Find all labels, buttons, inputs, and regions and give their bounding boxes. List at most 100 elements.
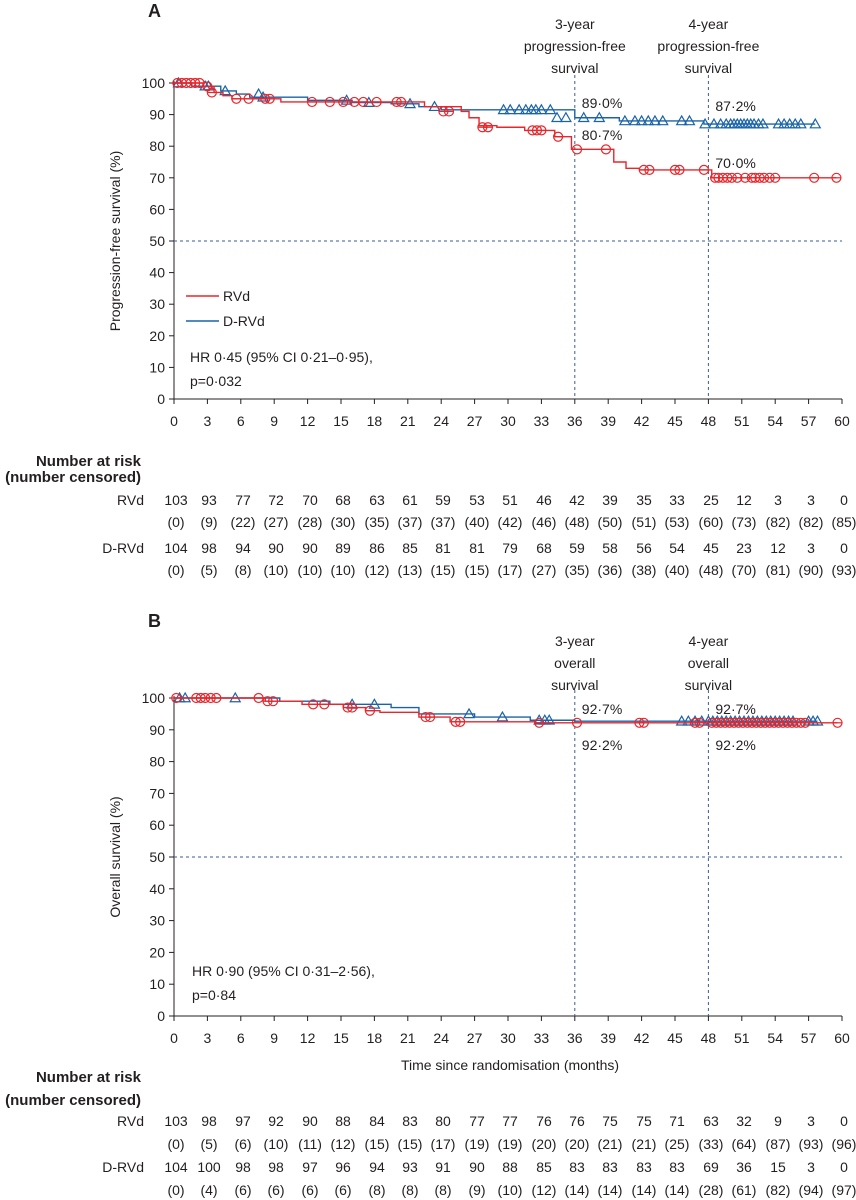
risk-table: Number at risk (number censored) RVd 103 98 9… [5,1069,856,1198]
x-tick-label: 3 [204,413,212,429]
x-tick-label: 24 [433,413,449,429]
legend-label-d-rvd: D-RVd [223,313,265,329]
risk-at-risk-value: 76 [536,1113,552,1129]
y-tick-label: 20 [149,328,165,344]
x-tick-label: 3 [204,1030,212,1046]
risk-censored-value: (27) [264,514,289,530]
censor-mark-drvd [707,117,721,129]
censor-mark-drvd [675,114,688,126]
censor-mark-drvd [656,114,669,126]
risk-at-risk-value: 96 [335,1159,351,1175]
x-tick-label: 45 [667,413,683,429]
risk-at-risk-value: 46 [536,492,552,508]
risk-censored-value: (20) [565,1136,590,1152]
censor-mark-drvd [559,111,572,123]
risk-censored-value: (85) [832,514,856,530]
landmark-label: 4-year [689,633,729,649]
risk-censored-value: (8) [234,562,251,578]
risk-censored-value: (27) [532,562,557,578]
x-tick-label: 60 [834,413,850,429]
x-tick-label: 30 [500,1030,516,1046]
risk-at-risk-value: 91 [435,1159,451,1175]
risk-at-risk-value: 69 [703,1159,719,1175]
risk-censored-value: (11) [298,1136,322,1152]
censor-mark-drvd [675,715,688,726]
risk-censored-value: (8) [401,1182,418,1198]
risk-censored-value: (15) [465,562,490,578]
risk-censored-value: (4) [200,1182,217,1198]
risk-at-risk-value: 53 [469,492,485,508]
censor-mark-drvd [550,111,564,123]
x-tick-label: 45 [667,1030,683,1046]
risk-censored-value: (25) [665,1136,690,1152]
landmark-label: 3-year [555,16,595,32]
x-tick-label: 6 [237,1030,245,1046]
risk-censored-value: (17) [431,1136,456,1152]
x-tick-label: 36 [567,413,583,429]
x-tick-label: 21 [400,1030,416,1046]
y-tick-label: 80 [149,138,165,154]
risk-at-risk-value: 83 [569,1159,585,1175]
risk-censored-value: (70) [732,562,757,578]
risk-censored-value: (28) [298,514,323,530]
risk-censored-value: (82) [799,514,824,530]
risk-censored-value: (22) [231,514,256,530]
censor-mark-drvd [809,117,822,129]
censor-mark-drvd [496,710,509,722]
risk-at-risk-value: 42 [569,492,585,508]
risk-at-risk-value: 0 [840,1113,848,1129]
risk-at-risk-value: 90 [302,1113,318,1129]
censor-mark-drvd [219,84,232,96]
y-axis-title: Overall survival (%) [107,796,123,917]
y-tick-label: 50 [149,233,165,249]
landmark-value: 92·2% [582,737,622,753]
risk-censored-value: (10) [498,1182,523,1198]
x-tick-label: 57 [801,1030,817,1046]
risk-at-risk-value: 98 [268,1159,284,1175]
risk-at-risk-value: 0 [840,540,848,556]
risk-at-risk-value: 80 [435,1113,451,1129]
x-tick-label: 6 [237,413,245,429]
risk-at-risk-value: 71 [669,1113,685,1129]
risk-at-risk-value: 77 [502,1113,518,1129]
x-tick-label: 9 [270,1030,278,1046]
risk-at-risk-value: 83 [602,1159,618,1175]
x-tick-label: 12 [300,1030,316,1046]
y-axis-title: Progression-free survival (%) [107,151,123,332]
risk-at-risk-value: 39 [602,492,618,508]
risk-at-risk-value: 72 [268,492,284,508]
risk-at-risk-value: 12 [736,492,752,508]
landmark-value: 92·2% [715,737,755,753]
risk-at-risk-value: 59 [569,540,585,556]
x-tick-label: 15 [333,1030,349,1046]
risk-at-risk-value: 83 [669,1159,685,1175]
risk-censored-value: (50) [598,514,623,530]
x-tick-label: 21 [400,413,416,429]
risk-at-risk-value: 59 [435,492,451,508]
risk-censored-value: (8) [434,1182,451,1198]
risk-censored-value: (5) [200,562,217,578]
risk-at-risk-value: 97 [235,1113,251,1129]
risk-censored-value: (6) [234,1182,251,1198]
risk-table-subheader: (number censored) [5,1092,141,1109]
hazard-ratio-text: HR 0·90 (95% CI 0·31–2·56), [192,963,375,979]
risk-at-risk-value: 61 [402,492,418,508]
censor-mark-drvd [462,707,476,719]
y-tick-label: 70 [149,170,165,186]
censor-mark-drvd [642,114,655,126]
risk-at-risk-value: 3 [807,492,815,508]
x-tick-label: 18 [367,1030,383,1046]
y-tick-label: 60 [149,817,165,833]
y-tick-label: 60 [149,201,165,217]
risk-at-risk-value: 93 [402,1159,418,1175]
risk-censored-value: (48) [699,562,724,578]
risk-censored-value: (0) [167,562,184,578]
censor-mark-drvd [683,114,696,126]
risk-at-risk-value: 85 [536,1159,552,1175]
risk-at-risk-value: 92 [268,1113,284,1129]
risk-censored-value: (35) [565,562,590,578]
risk-at-risk-value: 36 [736,1159,752,1175]
x-tick-label: 51 [734,1030,750,1046]
y-tick-label: 10 [149,976,165,992]
